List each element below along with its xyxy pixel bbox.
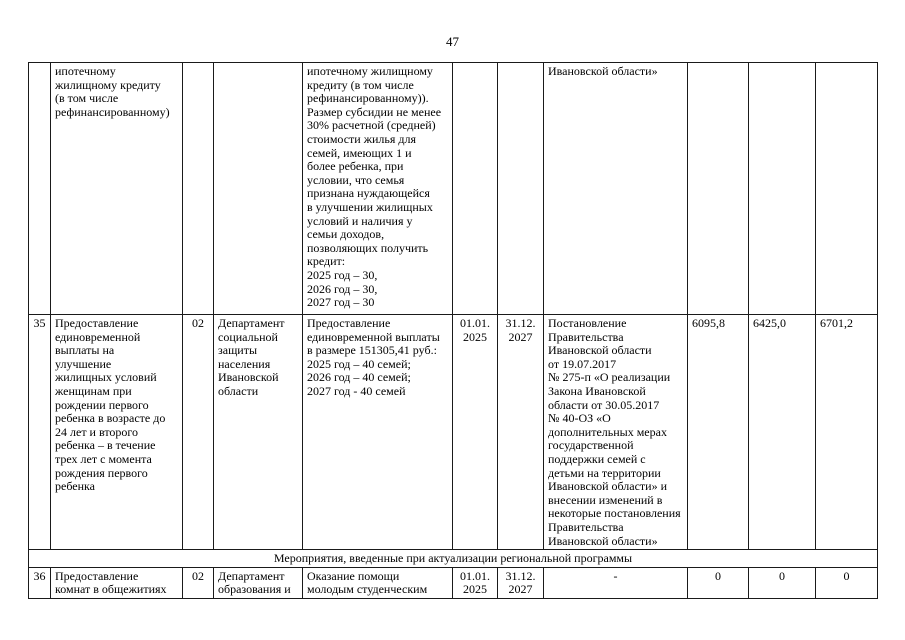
cell-amount-2026: 6425,0 — [748, 313, 816, 551]
cell-amount-2025 — [687, 62, 749, 315]
cell-measure-description: Оказание помощи молодым студенческим — [302, 566, 453, 599]
cell-measure-name: Предоставление комнат в общежитиях — [50, 566, 183, 599]
cell-row-number: 36 — [28, 566, 51, 599]
cell-measure-description: Предоставление единовременной выплаты в … — [302, 313, 453, 551]
cell-amount-2026: 0 — [748, 566, 816, 599]
cell-start-date: 01.01. 2025 — [452, 566, 498, 599]
table-row-35: 35 Предоставление единовременной выплаты… — [28, 313, 878, 551]
cell-start-date: 01.01. 2025 — [452, 313, 498, 551]
cell-row-number: 35 — [28, 313, 51, 551]
table-row-36: 36 Предоставление комнат в общежитиях 02… — [28, 566, 878, 599]
cell-executor-code: 02 — [182, 313, 214, 551]
cell-amount-2027: 0 — [815, 566, 878, 599]
cell-row-number — [28, 62, 51, 315]
cell-amount-2025: 0 — [687, 566, 749, 599]
cell-executor — [213, 62, 303, 315]
cell-measure-name: ипотечному жилищному кредиту (в том числ… — [50, 62, 183, 315]
cell-measure-name: Предоставление единовременной выплаты на… — [50, 313, 183, 551]
cell-executor-code: 02 — [182, 566, 214, 599]
cell-start-date — [452, 62, 498, 315]
cell-executor: Департамент образования и — [213, 566, 303, 599]
cell-amount-2026 — [748, 62, 816, 315]
program-measures-table: ипотечному жилищному кредиту (в том числ… — [28, 62, 878, 599]
cell-amount-2025: 6095,8 — [687, 313, 749, 551]
page-number: 47 — [446, 34, 459, 49]
cell-end-date: 31.12. 2027 — [497, 566, 544, 599]
cell-end-date: 31.12. 2027 — [497, 313, 544, 551]
cell-legal-act: Ивановской области» — [543, 62, 688, 315]
cell-executor-code — [182, 62, 214, 315]
cell-end-date — [497, 62, 544, 315]
table-section-band-row: Мероприятия, введенные при актуализации … — [28, 549, 878, 568]
cell-legal-act: - — [543, 566, 688, 599]
cell-amount-2027: 6701,2 — [815, 313, 878, 551]
cell-legal-act: Постановление Правительства Ивановской о… — [543, 313, 688, 551]
cell-amount-2027 — [815, 62, 878, 315]
section-band-label: Мероприятия, введенные при актуализации … — [28, 549, 878, 568]
cell-measure-description: ипотечному жилищному кредиту (в том числ… — [302, 62, 453, 315]
cell-executor: Департамент социальной защиты населения … — [213, 313, 303, 551]
table-row-continuation: ипотечному жилищному кредиту (в том числ… — [28, 62, 878, 315]
